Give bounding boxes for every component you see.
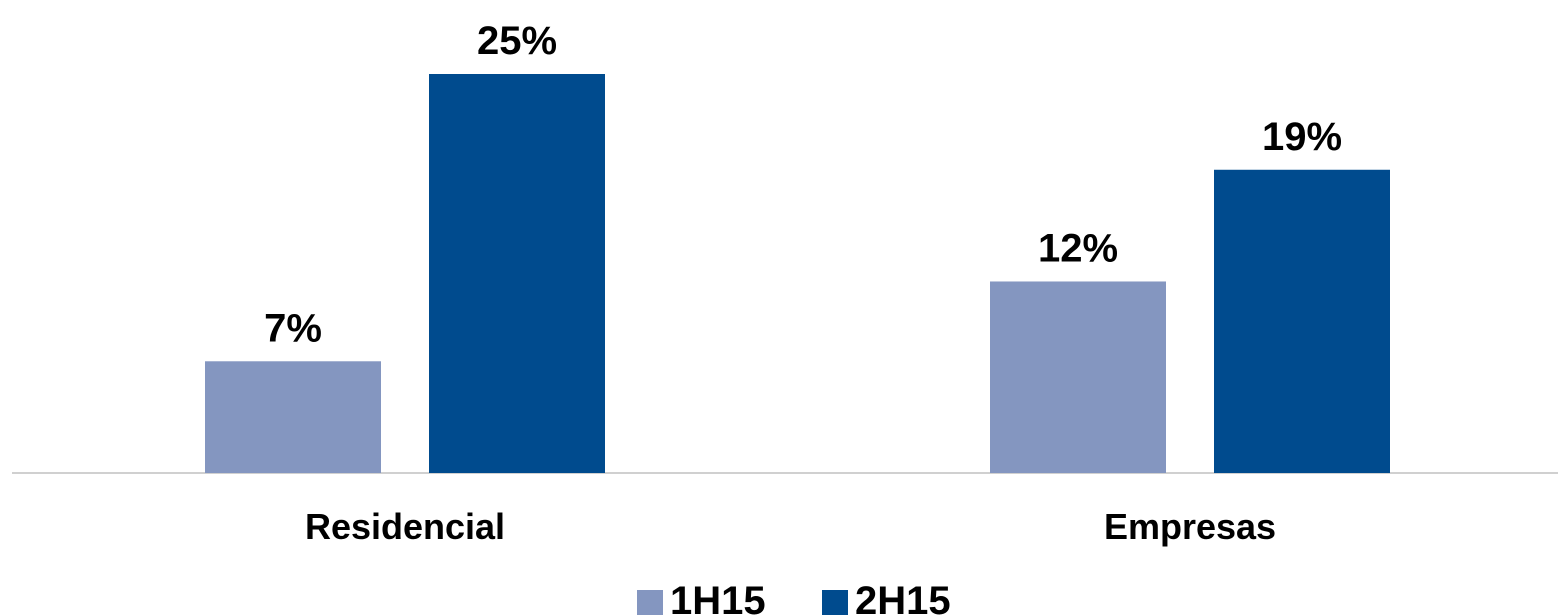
legend-label-2h15: 2H15	[855, 579, 951, 615]
category-label-residencial: Residencial	[305, 506, 505, 547]
data-label-empresas-1h15: 12%	[1038, 226, 1118, 270]
bar-residencial-2h15	[429, 74, 605, 473]
category-label-empresas: Empresas	[1104, 506, 1276, 547]
category-labels: Residencial Empresas	[305, 506, 1276, 547]
bar-empresas-2h15	[1214, 169, 1390, 473]
data-label-empresas-2h15: 19%	[1262, 115, 1342, 159]
legend: 1H15 2H15	[637, 579, 951, 615]
legend-label-1h15: 1H15	[670, 579, 766, 615]
bar-residencial-1h15	[205, 361, 381, 473]
legend-swatch-2h15	[822, 590, 848, 615]
legend-swatch-1h15	[637, 590, 663, 615]
data-label-residencial-1h15: 7%	[264, 306, 322, 350]
data-labels-group: 7% 25% 12% 19%	[264, 19, 1342, 350]
data-label-residencial-2h15: 25%	[477, 19, 557, 63]
bar-empresas-1h15	[990, 281, 1166, 473]
bars-group	[205, 74, 1390, 473]
